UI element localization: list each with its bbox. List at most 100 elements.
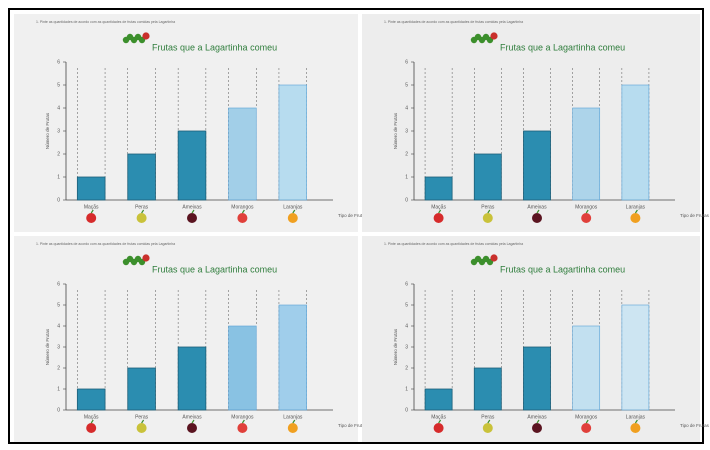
bar	[622, 85, 649, 200]
bar	[573, 108, 600, 200]
fruit-icon	[288, 423, 298, 433]
caterpillar-head	[142, 32, 149, 39]
bar	[523, 131, 550, 200]
fruit-icon	[483, 213, 493, 223]
worksheet-photo: 1. Pinte as quantidades de acordo com as…	[14, 14, 368, 232]
bar	[128, 154, 156, 200]
y-tick-label: 3	[57, 128, 60, 134]
y-tick-label: 0	[405, 407, 408, 413]
y-tick-label: 3	[405, 128, 408, 134]
y-axis-label: Número de Frutas	[45, 112, 50, 149]
y-tick-label: 1	[57, 174, 60, 180]
bar	[573, 326, 600, 410]
bar	[279, 85, 307, 200]
x-tick-label: Maçãs	[84, 204, 99, 210]
fruit-icon	[532, 213, 542, 223]
x-tick-label: Morangos	[575, 204, 598, 210]
caterpillar-head	[142, 254, 149, 261]
x-tick-label: Ameixas	[182, 414, 202, 420]
y-tick-label: 2	[57, 151, 60, 157]
instruction: 1. Pinte as quantidades de acordo com as…	[384, 20, 523, 24]
y-tick-label: 0	[405, 197, 408, 203]
x-tick-label: Morangos	[575, 414, 598, 420]
y-tick-label: 6	[57, 59, 60, 65]
bar	[523, 347, 550, 410]
y-axis-label: Número de Frutas	[45, 328, 50, 365]
y-tick-label: 4	[405, 105, 408, 111]
y-tick-label: 0	[57, 197, 60, 203]
x-tick-label: Morangos	[231, 414, 254, 420]
bar	[77, 177, 105, 200]
y-tick-label: 4	[405, 323, 408, 329]
x-axis-label: Tipo de Frutas	[680, 423, 710, 428]
x-tick-label: Laranjas	[626, 204, 646, 210]
x-tick-label: Peras	[135, 414, 149, 420]
y-axis-label: Número de Frutas	[393, 112, 398, 149]
fruit-icon	[581, 213, 591, 223]
chart-title: Frutas que a Lagartinha comeu	[152, 264, 277, 274]
y-tick-label: 4	[57, 105, 60, 111]
chart-title: Frutas que a Lagartinha comeu	[152, 42, 277, 52]
y-tick-label: 2	[57, 365, 60, 371]
bar	[77, 389, 105, 410]
x-tick-label: Peras	[481, 204, 495, 210]
y-tick-label: 2	[405, 151, 408, 157]
y-tick-label: 6	[405, 59, 408, 65]
bar	[279, 305, 307, 410]
fruit-icon	[237, 213, 247, 223]
fruit-icon	[137, 423, 147, 433]
bar	[229, 108, 257, 200]
x-tick-label: Laranjas	[626, 414, 646, 420]
y-tick-label: 3	[57, 344, 60, 350]
bar	[128, 368, 156, 410]
bar	[178, 347, 206, 410]
x-tick-label: Morangos	[231, 204, 254, 210]
chart-title: Frutas que a Lagartinha comeu	[500, 264, 625, 274]
y-tick-label: 1	[405, 174, 408, 180]
fruit-icon	[86, 213, 96, 223]
fruit-icon	[187, 213, 197, 223]
bar	[425, 177, 452, 200]
worksheet-photo: 1. Pinte as quantidades de acordo com as…	[362, 236, 710, 442]
chart-title: Frutas que a Lagartinha comeu	[500, 42, 625, 52]
fruit-icon	[581, 423, 591, 433]
fruit-icon	[137, 213, 147, 223]
bar	[474, 154, 501, 200]
fruit-icon	[434, 423, 444, 433]
x-tick-label: Peras	[481, 414, 495, 420]
x-tick-label: Laranjas	[283, 414, 303, 420]
bar	[178, 131, 206, 200]
caterpillar-head	[490, 32, 497, 39]
y-tick-label: 1	[405, 386, 408, 392]
x-tick-label: Maçãs	[431, 204, 446, 210]
instruction: 1. Pinte as quantidades de acordo com as…	[36, 242, 175, 246]
y-tick-label: 0	[57, 407, 60, 413]
x-tick-label: Ameixas	[527, 204, 547, 210]
collage: 1. Pinte as quantidades de acordo com as…	[0, 0, 710, 450]
fruit-icon	[630, 213, 640, 223]
y-tick-label: 3	[405, 344, 408, 350]
fruit-icon	[187, 423, 197, 433]
x-axis-label: Tipo de Frutas	[680, 213, 710, 218]
x-tick-label: Maçãs	[84, 414, 99, 420]
page: {"chart_data": [ {"type": "bar", "subtit…	[0, 0, 710, 450]
fruit-icon	[288, 213, 298, 223]
y-tick-label: 5	[57, 82, 60, 88]
y-tick-label: 6	[405, 281, 408, 287]
x-tick-label: Ameixas	[527, 414, 547, 420]
bar	[425, 389, 452, 410]
worksheet-photo: 1. Pinte as quantidades de acordo com as…	[14, 236, 368, 442]
x-tick-label: Peras	[135, 204, 149, 210]
instruction: 1. Pinte as quantidades de acordo com as…	[36, 20, 175, 24]
y-tick-label: 2	[405, 365, 408, 371]
y-tick-label: 5	[405, 302, 408, 308]
fruit-icon	[434, 213, 444, 223]
fruit-icon	[86, 423, 96, 433]
bar	[474, 368, 501, 410]
instruction: 1. Pinte as quantidades de acordo com as…	[384, 242, 523, 246]
fruit-icon	[532, 423, 542, 433]
x-tick-label: Ameixas	[182, 204, 202, 210]
fruit-icon	[630, 423, 640, 433]
y-tick-label: 1	[57, 386, 60, 392]
caterpillar-head	[490, 254, 497, 261]
